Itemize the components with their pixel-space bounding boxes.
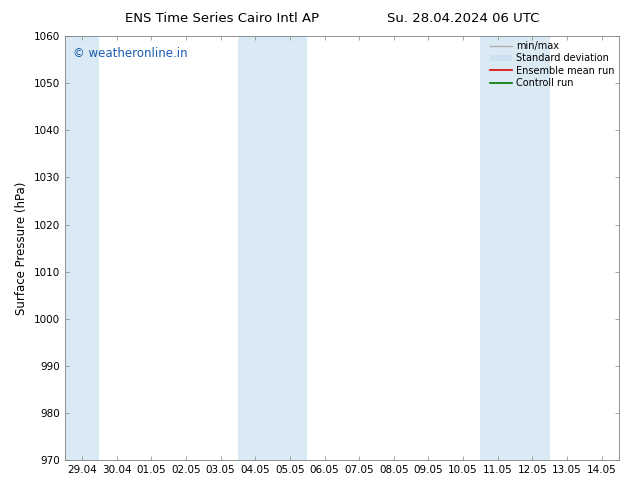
Bar — [65, 36, 100, 460]
Text: Su. 28.04.2024 06 UTC: Su. 28.04.2024 06 UTC — [387, 12, 539, 25]
Text: ENS Time Series Cairo Intl AP: ENS Time Series Cairo Intl AP — [125, 12, 319, 25]
Legend: min/max, Standard deviation, Ensemble mean run, Controll run: min/max, Standard deviation, Ensemble me… — [488, 39, 616, 90]
Bar — [481, 36, 550, 460]
Bar — [238, 36, 307, 460]
Text: © weatheronline.in: © weatheronline.in — [73, 47, 188, 60]
Y-axis label: Surface Pressure (hPa): Surface Pressure (hPa) — [15, 181, 28, 315]
